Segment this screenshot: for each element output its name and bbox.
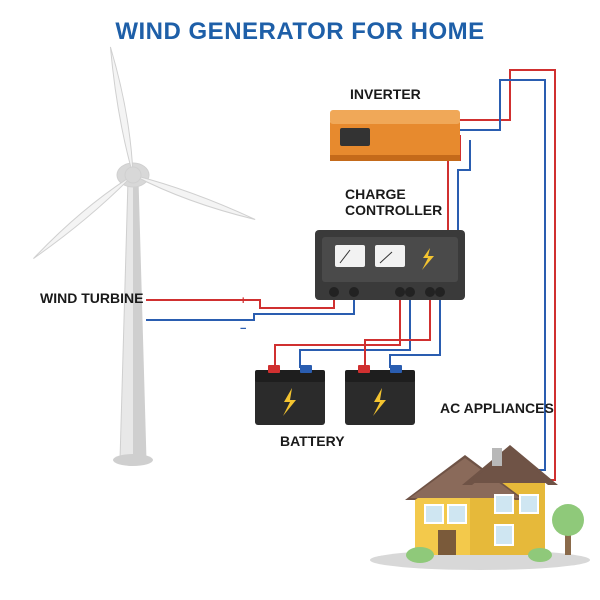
label-appliances: AC APPLIANCES bbox=[440, 400, 554, 416]
label-battery: BATTERY bbox=[280, 433, 345, 449]
label-inverter: INVERTER bbox=[350, 86, 421, 102]
inverter bbox=[330, 110, 460, 161]
battery-2 bbox=[345, 365, 415, 425]
house bbox=[370, 445, 590, 570]
polarity-minus: − bbox=[240, 323, 246, 335]
wire-controller-batteries bbox=[275, 300, 440, 368]
polarity-plus: + bbox=[240, 295, 246, 307]
label-turbine: WIND TURBINE bbox=[40, 290, 143, 306]
wire-turbine-controller bbox=[200, 300, 354, 320]
label-controller: CHARGE CONTROLLER bbox=[345, 186, 442, 218]
diagram-title: WIND GENERATOR FOR HOME bbox=[0, 18, 600, 46]
battery-1 bbox=[255, 365, 325, 425]
wind-turbine bbox=[31, 46, 256, 466]
wire-inverter-house bbox=[460, 70, 555, 480]
charge-controller bbox=[315, 230, 465, 300]
